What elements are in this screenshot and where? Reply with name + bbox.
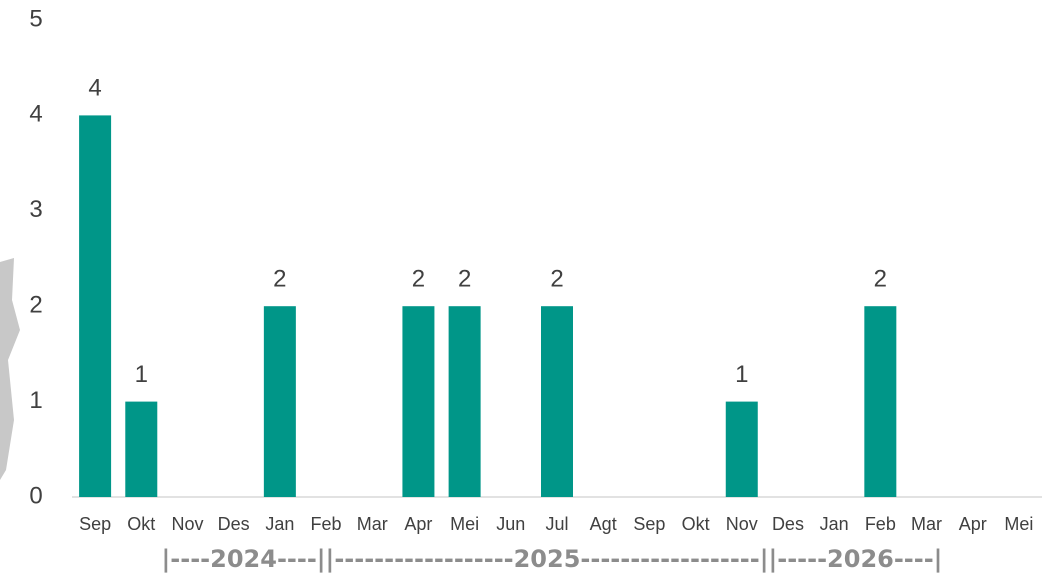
x-tick-label: Mar bbox=[357, 514, 388, 534]
x-tick-label: Des bbox=[218, 514, 250, 534]
bar bbox=[263, 306, 296, 497]
data-label: 2 bbox=[458, 266, 471, 293]
x-tick-label: Mar bbox=[911, 514, 942, 534]
y-tick-label: 1 bbox=[29, 387, 42, 414]
data-label: 4 bbox=[88, 75, 101, 102]
x-tick-label: Apr bbox=[959, 514, 987, 534]
x-tick-label: Apr bbox=[404, 514, 432, 534]
x-tick-label: Jun bbox=[496, 514, 525, 534]
y-tick-label: 3 bbox=[29, 196, 42, 223]
decorative-shape bbox=[0, 258, 20, 480]
x-tick-label: Sep bbox=[79, 514, 111, 534]
data-label: 2 bbox=[412, 266, 425, 293]
bar bbox=[402, 306, 435, 497]
x-tick-label: Nov bbox=[726, 514, 758, 534]
data-label: 2 bbox=[273, 266, 286, 293]
y-tick-label: 0 bbox=[29, 482, 42, 509]
x-tick-label: Jan bbox=[820, 514, 849, 534]
x-tick-label: Des bbox=[772, 514, 804, 534]
bar bbox=[125, 401, 158, 497]
bar bbox=[864, 306, 897, 497]
x-tick-label: Feb bbox=[311, 514, 342, 534]
x-tick-label: Okt bbox=[127, 514, 155, 534]
x-tick-label: Nov bbox=[171, 514, 203, 534]
y-tick-label: 5 bbox=[29, 5, 42, 32]
x-tick-label: Jul bbox=[545, 514, 568, 534]
data-label: 2 bbox=[550, 266, 563, 293]
x-tick-label: Mei bbox=[450, 514, 479, 534]
x-tick-label: Sep bbox=[633, 514, 665, 534]
data-label: 1 bbox=[735, 361, 748, 388]
y-tick-label: 2 bbox=[29, 292, 42, 319]
x-tick-label: Feb bbox=[865, 514, 896, 534]
data-label: 1 bbox=[135, 361, 148, 388]
x-tick-label: Agt bbox=[590, 514, 617, 534]
bar bbox=[448, 306, 481, 497]
x-tick-label: Mei bbox=[1004, 514, 1033, 534]
data-label: 2 bbox=[874, 266, 887, 293]
x-tick-label: Jan bbox=[265, 514, 294, 534]
bar bbox=[541, 306, 573, 497]
bar bbox=[725, 401, 758, 497]
bar bbox=[79, 115, 112, 498]
x-tick-label: Okt bbox=[682, 514, 710, 534]
x-group-label: |----2024----||------------------2025---… bbox=[162, 545, 943, 573]
y-tick-label: 4 bbox=[29, 101, 42, 128]
